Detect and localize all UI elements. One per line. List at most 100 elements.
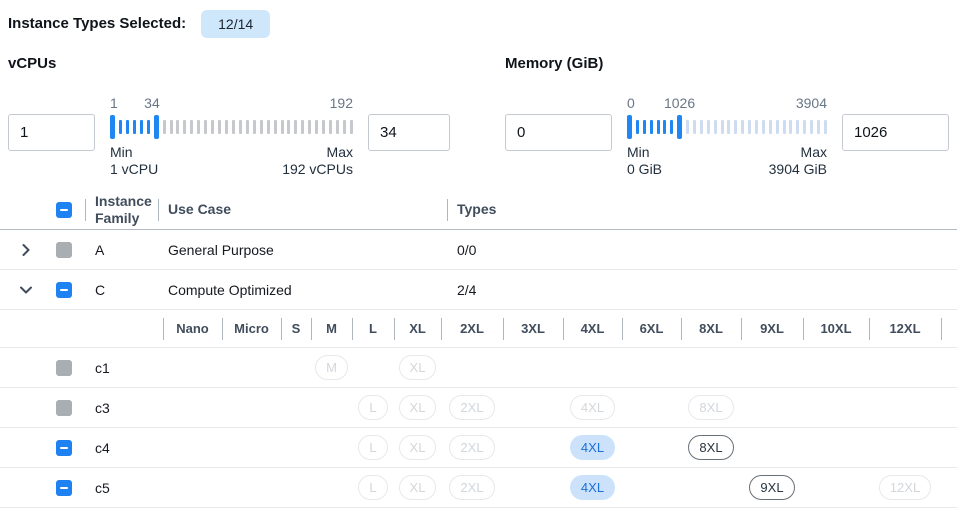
family-name: C — [95, 281, 106, 298]
slider-tick — [693, 120, 697, 134]
size-cell: 2XL — [441, 474, 503, 501]
size-cell: XL — [394, 354, 441, 381]
instance-row-c3: c3 L XL 2XL 4XL 8XL — [0, 388, 957, 429]
size-column-header-4xl: 4XL — [563, 310, 622, 347]
slider-handle[interactable] — [110, 115, 115, 139]
memory-min-input[interactable] — [505, 114, 612, 151]
size-pill-9xl[interactable]: 9XL — [749, 474, 795, 501]
slider-tick — [139, 120, 143, 134]
size-cell: 4XL — [563, 474, 622, 501]
family-name: A — [95, 241, 105, 258]
vcpus-max-caption: Max 192 vCPUs — [282, 144, 353, 178]
size-column-header-l: L — [352, 310, 394, 347]
vcpus-max-input[interactable] — [368, 114, 450, 151]
size-pill-2xl: 2XL — [449, 434, 495, 461]
slider-handle[interactable] — [677, 115, 683, 139]
family-types-count: 0/0 — [457, 241, 477, 258]
size-pill-4xl[interactable]: 4XL — [569, 474, 616, 501]
slider-handle[interactable] — [627, 115, 632, 139]
vcpus-title: vCPUs — [8, 55, 57, 72]
selected-summary-label: Instance Types Selected: — [8, 15, 187, 32]
size-pill-l: L — [358, 474, 388, 501]
slider-tick — [789, 120, 793, 134]
size-pill-8xl[interactable]: 8XL — [688, 434, 734, 461]
slider-tick — [713, 120, 717, 134]
column-header-types: Types — [447, 201, 957, 219]
size-column-header-s: S — [281, 310, 311, 347]
vcpus-min-input[interactable] — [8, 114, 95, 151]
instance-c4-checkbox[interactable] — [56, 439, 72, 456]
memory-min-caption: Min 0 GiB — [627, 144, 663, 178]
slider-tick — [294, 120, 298, 134]
slider-tick — [656, 120, 660, 134]
slider-tick — [720, 120, 724, 134]
slider-tick — [349, 120, 353, 134]
slider-tick — [775, 120, 779, 134]
slider-tick — [315, 120, 319, 134]
size-pill-xl: XL — [398, 474, 437, 501]
slider-tick — [706, 120, 710, 134]
slider-tick — [308, 120, 312, 134]
indeterminate-dash — [60, 446, 68, 449]
size-cell: 4XL — [563, 434, 622, 461]
instance-c5-checkbox[interactable] — [56, 479, 72, 496]
size-column-header-9xl: 9XL — [741, 310, 803, 347]
size-cell: 12XL — [869, 474, 941, 501]
expand-chevron-right-icon[interactable] — [18, 242, 34, 258]
slider-tick — [755, 120, 759, 134]
slider-tick — [169, 120, 173, 134]
size-column-header-2xl: 2XL — [441, 310, 503, 347]
size-pill-xl: XL — [398, 394, 437, 421]
memory-slider-ticks — [627, 115, 827, 139]
instance-size-pills: L XL 2XL 4XL 9XL 12XL — [163, 468, 941, 507]
family-c-checkbox[interactable] — [56, 281, 72, 298]
slider-tick — [741, 120, 745, 134]
slider-tick — [273, 120, 277, 134]
slider-tick — [218, 120, 222, 134]
instance-c1-checkbox — [56, 359, 72, 376]
slider-tick — [727, 120, 731, 134]
slider-handle[interactable] — [153, 115, 159, 139]
slider-tick — [823, 120, 827, 134]
slider-tick — [238, 120, 242, 134]
slider-tick — [259, 120, 263, 134]
size-pill-2xl: 2XL — [449, 474, 495, 501]
vcpus-slider-ticks — [110, 115, 353, 139]
slider-tick — [768, 120, 772, 134]
size-cell: XL — [394, 394, 441, 421]
slider-tick — [803, 120, 807, 134]
vcpus-filter-group: vCPUs 1 34 192 Min 1 vCPU Max 192 — [8, 55, 458, 178]
slider-tick — [322, 120, 326, 134]
size-pill-4xl[interactable]: 4XL — [569, 434, 616, 461]
vcpus-range-slider[interactable]: 1 34 192 Min 1 vCPU Max 192 vCPUs — [110, 95, 353, 178]
vcpus-scale-max: 192 — [329, 95, 353, 111]
collapse-chevron-down-icon[interactable] — [18, 282, 34, 298]
size-cell: L — [352, 394, 394, 421]
size-pill-xl: XL — [398, 434, 437, 461]
slider-tick — [245, 120, 249, 134]
select-all-checkbox[interactable] — [56, 202, 72, 219]
memory-range-slider[interactable]: 0 1026 3904 Min 0 GiB Max 3904 GiB — [627, 95, 827, 178]
memory-title: Memory (GiB) — [505, 55, 604, 72]
size-cell: L — [352, 434, 394, 461]
slider-tick — [329, 120, 333, 134]
slider-tick — [125, 120, 129, 134]
slider-tick — [686, 120, 690, 134]
slider-tick — [761, 120, 765, 134]
filters-section: vCPUs 1 34 192 Min 1 vCPU Max 192 — [0, 38, 957, 178]
instance-row-c5: c5 L XL 2XL 4XL 9XL 12XL — [0, 468, 957, 509]
family-use-case: General Purpose — [168, 241, 274, 258]
size-pill-l: L — [358, 394, 388, 421]
family-row-c: C Compute Optimized 2/4 — [0, 270, 957, 311]
memory-max-input[interactable] — [842, 114, 949, 151]
size-columns-header-row: Nano Micro S M L XL 2XL 3XL 4XL 6XL 8XL 9XL 10XL 12XL — [0, 310, 957, 349]
size-cell: XL — [394, 434, 441, 461]
slider-tick — [183, 120, 187, 134]
slider-tick — [342, 120, 346, 134]
size-cell: 4XL — [563, 394, 622, 421]
size-cell: 2XL — [441, 394, 503, 421]
size-pill-12xl: 12XL — [878, 474, 932, 501]
memory-scale-current: 1026 — [663, 95, 696, 111]
size-column-header-6xl: 6XL — [622, 310, 681, 347]
family-types-count: 2/4 — [457, 281, 477, 298]
